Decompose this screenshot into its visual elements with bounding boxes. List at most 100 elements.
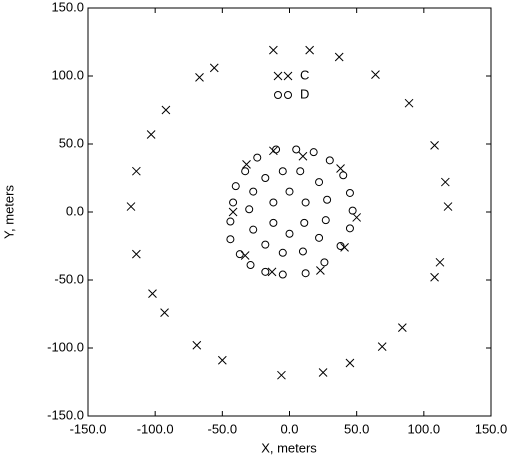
data-point [269,218,278,227]
data-point [298,151,308,161]
data-point [228,207,238,217]
data-point [249,225,258,234]
data-point [241,167,250,176]
data-point [240,251,250,260]
data-point [267,267,277,277]
y-tick-label: -150.0 [47,407,84,422]
data-point [253,153,262,162]
data-point [352,213,362,222]
data-point [309,148,318,157]
data-point [261,174,270,182]
data-point [435,257,445,267]
x-tick-label: -150.0 [70,421,107,436]
data-point [195,73,204,82]
x-axis-label: X, meters [261,440,317,455]
data-point [226,235,235,244]
data-point [192,340,202,350]
data-point [132,249,141,259]
data-point [336,164,345,173]
data-point [430,141,439,150]
data-point [323,195,332,204]
data-point [132,166,141,176]
data-point [148,289,157,298]
data-point [325,156,334,165]
data-point [440,177,450,187]
data-point [296,167,305,176]
data-point [285,187,294,196]
data-point [336,242,345,250]
x-tick-label: -100.0 [137,421,174,436]
data-point [443,202,453,211]
data-point [278,167,287,176]
data-point [146,130,156,139]
data-point [371,70,380,79]
data-point [315,233,324,242]
y-tick-label: 0.0 [66,203,84,218]
data-point [397,323,407,332]
data-point [321,216,330,225]
data-point [348,206,357,215]
data-point [161,105,171,115]
y-tick-label: 50.0 [59,135,84,150]
y-tick-label: -50.0 [54,271,84,286]
data-point [231,182,240,191]
data-point [318,368,328,377]
data-point [249,187,258,196]
data-point [320,258,329,267]
y-axis-label: Y, meters [1,185,16,239]
legend-marker [283,71,293,81]
x-tick-label: 50.0 [344,421,369,436]
x-tick-label: 0.0 [280,421,298,436]
data-point [261,267,270,276]
data-point [377,342,387,351]
data-point [261,240,270,249]
data-point [209,63,219,73]
data-point [292,145,301,154]
data-point [315,178,324,187]
y-tick-label: 150.0 [51,0,84,14]
x-tick-label: -50.0 [208,421,238,436]
data-point [345,358,355,368]
legend-marker [284,91,292,99]
data-point [334,52,344,62]
data-point [430,272,439,282]
data-point [126,202,136,211]
data-point [316,266,325,275]
data-point [278,248,287,257]
data-point [246,261,255,270]
data-point [269,146,278,156]
data-point [345,188,354,197]
x-tick-label: 100.0 [408,421,441,436]
data-point [278,270,287,279]
data-point [277,370,286,380]
data-point [217,355,227,365]
legend-marker [274,91,282,99]
data-point [242,160,251,169]
data-point [269,45,278,55]
data-point [245,205,254,214]
data-point [301,198,310,207]
legend-label: D [300,86,309,101]
data-point [301,269,310,278]
legend-label: C [300,67,309,82]
data-point [345,224,354,233]
data-point [229,198,238,207]
data-point [404,98,414,108]
y-tick-label: 100.0 [51,67,84,82]
data-point [235,250,244,259]
data-point [300,218,309,227]
y-tick-label: -100.0 [47,339,84,354]
data-point [339,171,348,180]
data-point [272,145,281,154]
legend-marker [273,71,283,81]
data-point [305,45,315,55]
x-tick-label: 150.0 [475,421,508,436]
data-point [226,217,235,226]
data-point [298,247,307,256]
data-point [269,198,278,207]
data-point [285,229,294,238]
plot-frame [87,7,492,417]
data-point [160,308,169,317]
data-point [340,243,349,252]
